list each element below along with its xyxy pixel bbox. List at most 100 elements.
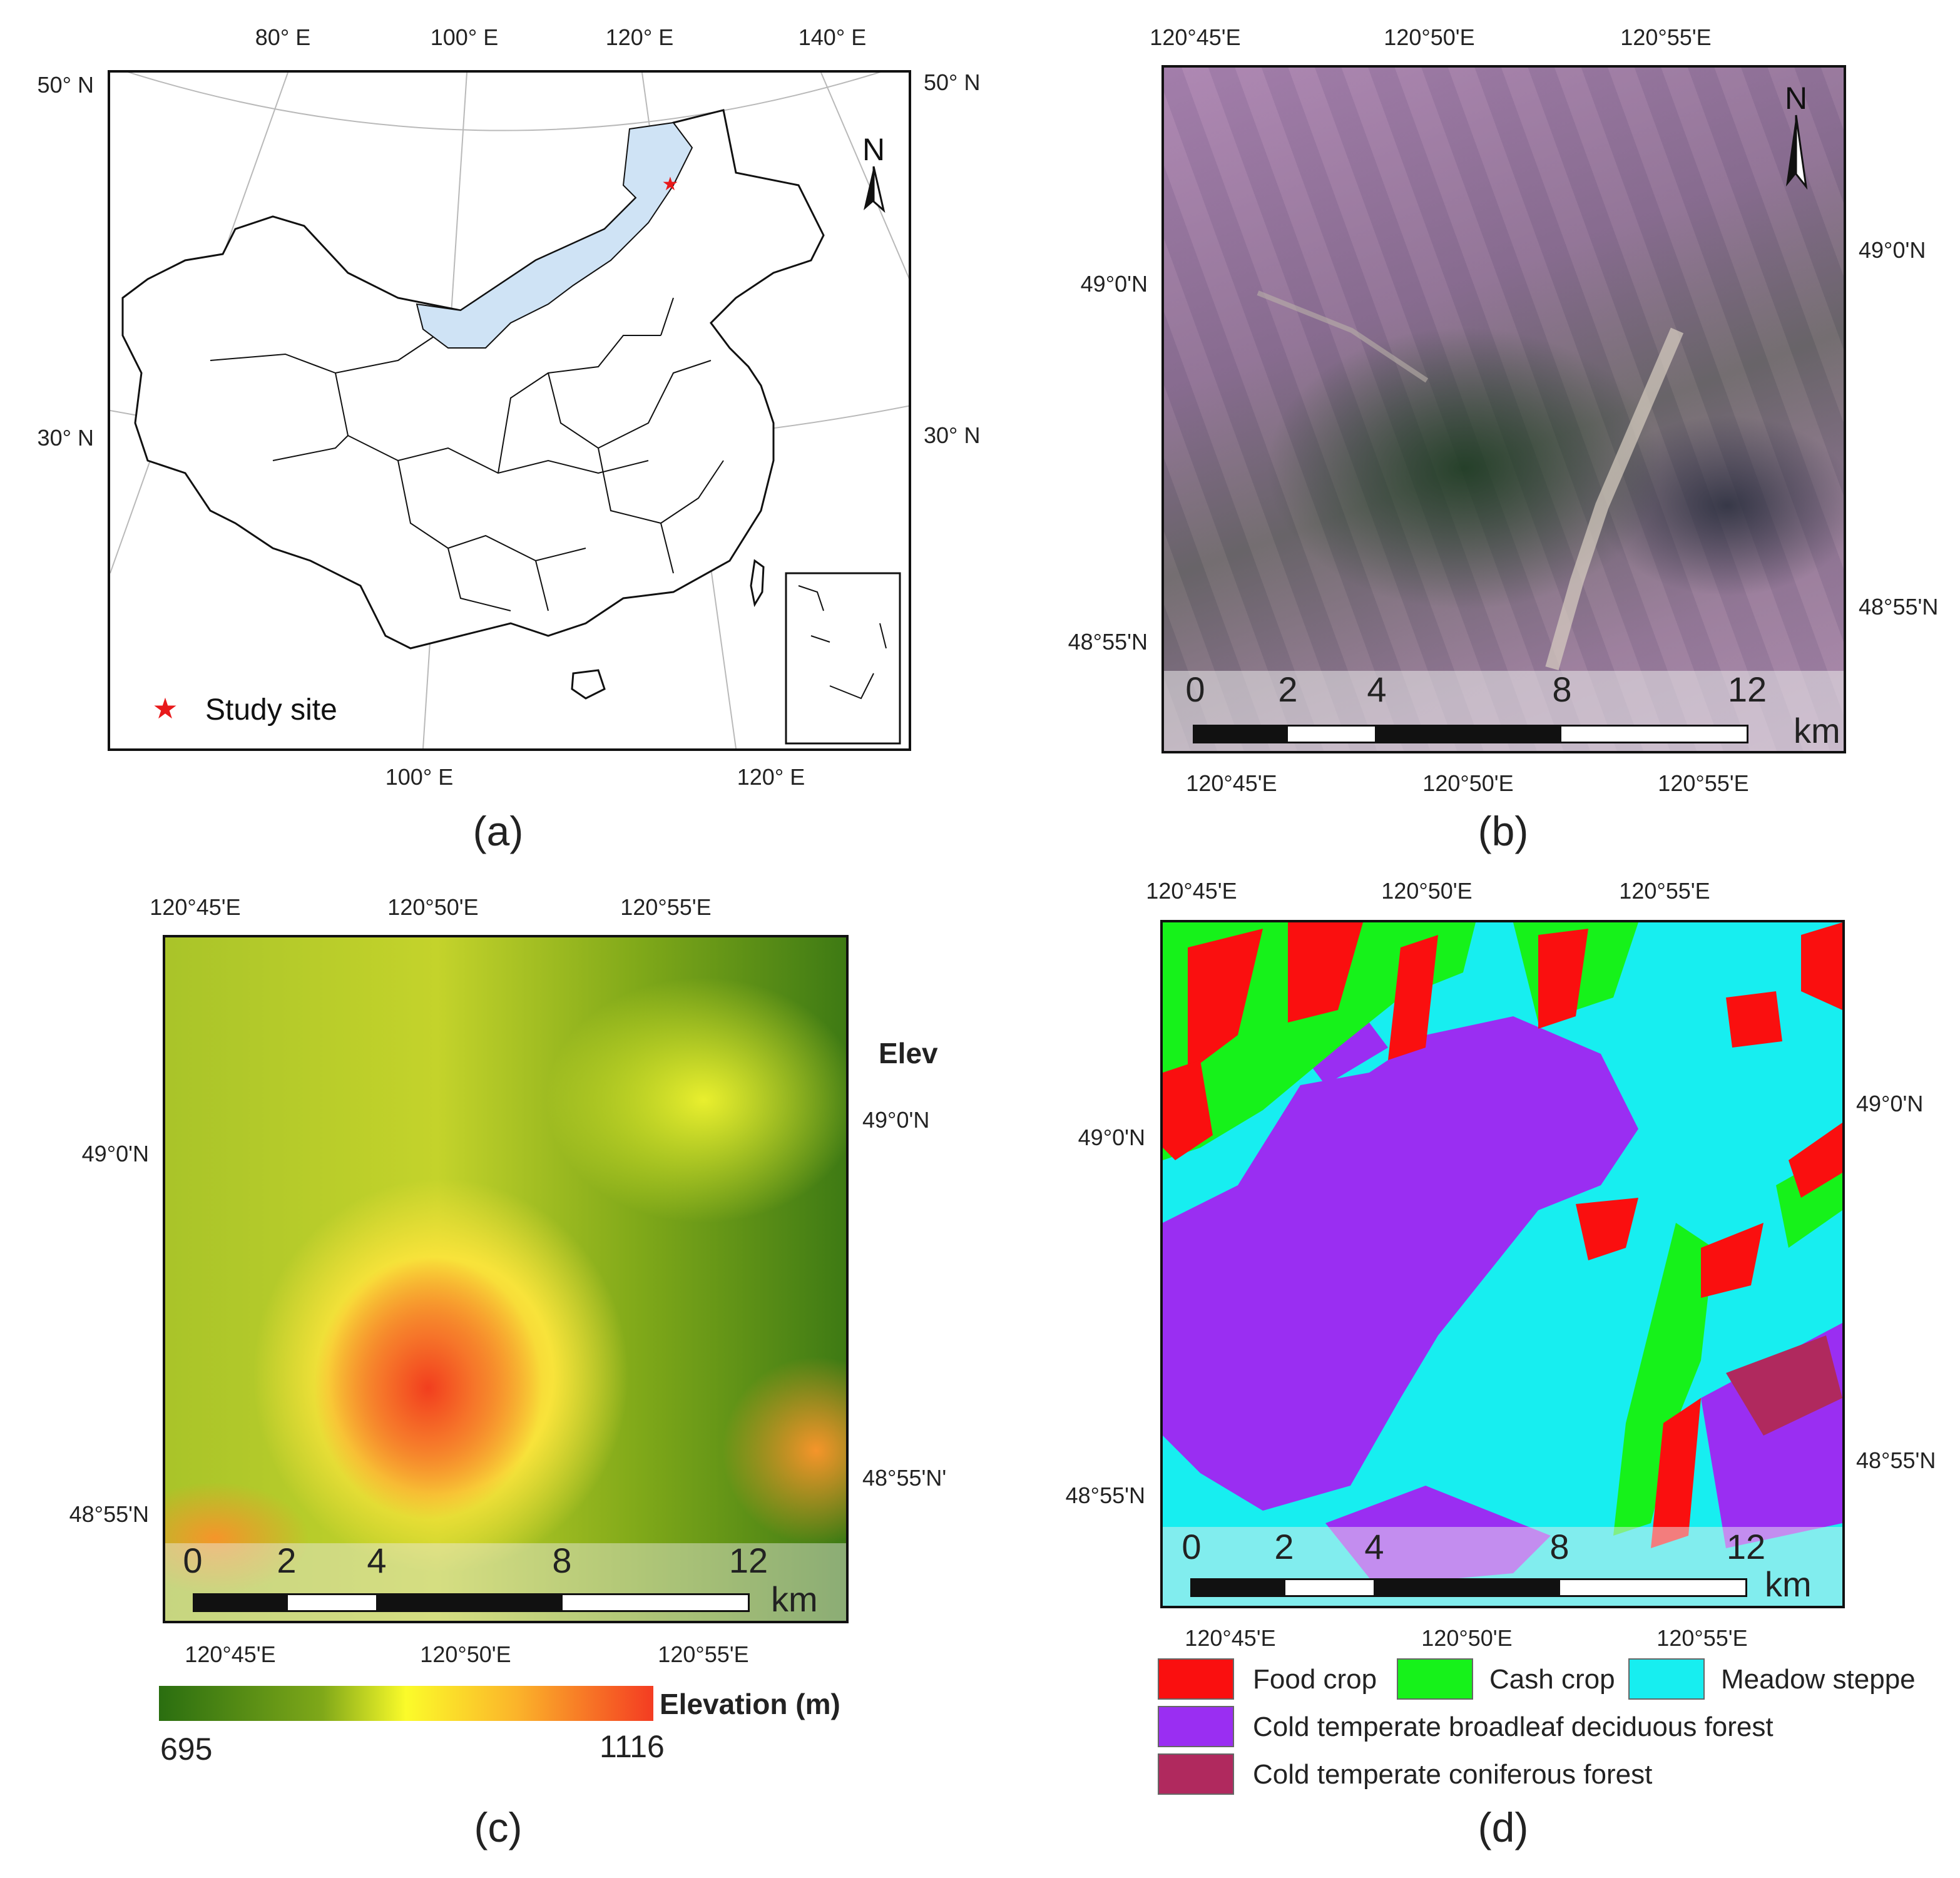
d-scale-0: 0 <box>1182 1527 1202 1566</box>
left-tick-50n: 50° N <box>37 72 94 98</box>
c-bottom-tick-45: 120°45'E <box>185 1641 276 1667</box>
legend-star-icon: ★ <box>152 692 178 725</box>
study-site-star: ★ <box>662 174 679 195</box>
b-scale-2: 2 <box>1278 670 1298 709</box>
b-scale-0: 0 <box>1185 670 1205 709</box>
legend-swatch-food-crop <box>1158 1658 1234 1700</box>
top-tick-100e: 100° E <box>430 24 499 50</box>
c-bottom-tick-50: 120°50'E <box>420 1641 511 1667</box>
d-bottom-tick-50: 120°50'E <box>1421 1625 1513 1651</box>
b-scale-unit: km <box>1794 711 1840 750</box>
legend-swatch-coniferous-forest <box>1158 1753 1234 1795</box>
panel-c-letter: (c) <box>474 1804 523 1850</box>
c-scale-12: 12 <box>728 1541 768 1580</box>
landcover-classes <box>1163 922 1842 1586</box>
north-arrow-a <box>864 166 886 213</box>
d-scale-bar <box>1190 1578 1747 1597</box>
b-bottom-tick-55: 120°55'E <box>1658 770 1749 796</box>
b-scale-12: 12 <box>1727 670 1767 709</box>
right-tick-50n: 50° N <box>924 69 981 95</box>
top-tick-80e: 80° E <box>255 24 311 50</box>
hainan-island <box>571 669 606 700</box>
legend-label-meadow-steppe: Meadow steppe <box>1721 1664 1916 1695</box>
satellite-image: N <box>1161 65 1846 753</box>
legend-label-cash-crop: Cash crop <box>1489 1664 1615 1695</box>
legend-swatch-meadow-steppe <box>1628 1658 1705 1700</box>
panel-a-letter: (a) <box>472 808 524 854</box>
c-scale-4: 4 <box>367 1541 387 1580</box>
right-tick-30n: 30° N <box>924 422 981 448</box>
legend-label-food-crop: Food crop <box>1253 1664 1377 1695</box>
d-left-tick-49: 49°0'N <box>1078 1125 1145 1150</box>
c-clipped-elevation-label: Elev <box>879 1037 938 1069</box>
b-bottom-tick-45: 120°45'E <box>1186 770 1277 796</box>
c-scale-bar <box>193 1593 750 1612</box>
c-top-tick-55: 120°55'E <box>620 894 712 920</box>
top-tick-140e: 140° E <box>798 24 867 50</box>
legend-label-coniferous-forest: Cold temperate coniferous forest <box>1253 1759 1653 1790</box>
legend-label-broadleaf-forest: Cold temperate broadleaf deciduous fores… <box>1253 1712 1774 1742</box>
b-scale-bar <box>1193 725 1748 743</box>
c-bottom-tick-55: 120°55'E <box>658 1641 749 1667</box>
d-top-tick-50: 120°50'E <box>1381 878 1473 904</box>
china-map: ★ N ★ Study site <box>110 73 909 748</box>
c-scale-unit: km <box>771 1579 818 1619</box>
legend-swatch-cash-crop <box>1397 1658 1473 1700</box>
d-scale-8: 8 <box>1549 1527 1570 1566</box>
china-outline <box>121 109 825 650</box>
legend-study-site-label: Study site <box>205 693 337 727</box>
north-label-a: N <box>862 132 885 167</box>
coniferous-forest-area <box>1726 1335 1842 1436</box>
c-top-tick-45: 120°45'E <box>150 894 241 920</box>
colorbar-min: 695 <box>160 1732 213 1767</box>
c-scale-2: 2 <box>277 1541 297 1580</box>
b-right-tick-4855: 48°55'N <box>1859 594 1939 620</box>
d-scale-unit: km <box>1765 1564 1812 1604</box>
b-top-tick-45: 120°45'E <box>1150 24 1241 50</box>
d-scale-12: 12 <box>1726 1527 1766 1566</box>
d-scale-4: 4 <box>1364 1527 1384 1566</box>
bottom-tick-120e: 120° E <box>737 764 805 790</box>
panel-b-letter: (b) <box>1478 808 1529 854</box>
inset-islands <box>798 585 887 700</box>
elevation-map <box>163 935 849 1623</box>
taiwan-island <box>750 559 765 608</box>
b-left-tick-4855: 48°55'N <box>1068 629 1148 655</box>
b-scale-4: 4 <box>1367 670 1387 709</box>
b-scale-8: 8 <box>1552 670 1572 709</box>
c-scale-8: 8 <box>552 1541 572 1580</box>
colorbar-title: Elevation (m) <box>660 1688 840 1720</box>
north-label-b: N <box>1785 81 1807 116</box>
b-right-tick-49: 49°0'N <box>1859 237 1926 263</box>
c-scale-0: 0 <box>183 1541 203 1580</box>
d-right-tick-4855: 48°55'N <box>1856 1447 1936 1473</box>
china-map-frame: ★ N ★ Study site <box>108 70 911 751</box>
b-top-tick-50: 120°50'E <box>1384 24 1475 50</box>
top-tick-120e: 120° E <box>605 24 674 50</box>
north-arrow-b <box>1795 115 1808 190</box>
d-top-tick-45: 120°45'E <box>1146 878 1237 904</box>
c-right-tick-4855: 48°55'N' <box>862 1465 947 1491</box>
d-scale-2: 2 <box>1274 1527 1294 1566</box>
c-left-tick-49: 49°0'N <box>81 1141 149 1166</box>
d-bottom-tick-55: 120°55'E <box>1656 1625 1748 1651</box>
b-left-tick-49: 49°0'N <box>1080 271 1148 297</box>
c-left-tick-4855: 48°55'N <box>69 1501 149 1527</box>
inner-mongolia-region <box>416 121 693 349</box>
b-top-tick-55: 120°55'E <box>1620 24 1712 50</box>
d-right-tick-49: 49°0'N <box>1856 1091 1924 1116</box>
c-top-tick-50: 120°50'E <box>387 894 479 920</box>
c-right-tick-49: 49°0'N <box>862 1107 930 1133</box>
landcover-map <box>1160 920 1845 1608</box>
legend-swatch-broadleaf-forest <box>1158 1706 1234 1747</box>
colorbar-max: 1116 <box>600 1729 665 1764</box>
b-bottom-tick-50: 120°50'E <box>1422 770 1514 796</box>
d-top-tick-55: 120°55'E <box>1619 878 1710 904</box>
d-bottom-tick-45: 120°45'E <box>1185 1625 1276 1651</box>
south-china-sea-inset <box>785 572 901 745</box>
bottom-tick-100e: 100° E <box>385 764 454 790</box>
province-lines <box>210 297 724 611</box>
satellite-overlay: N <box>1257 81 1808 671</box>
panel-d-letter: (d) <box>1478 1804 1529 1850</box>
left-tick-30n: 30° N <box>37 425 94 451</box>
